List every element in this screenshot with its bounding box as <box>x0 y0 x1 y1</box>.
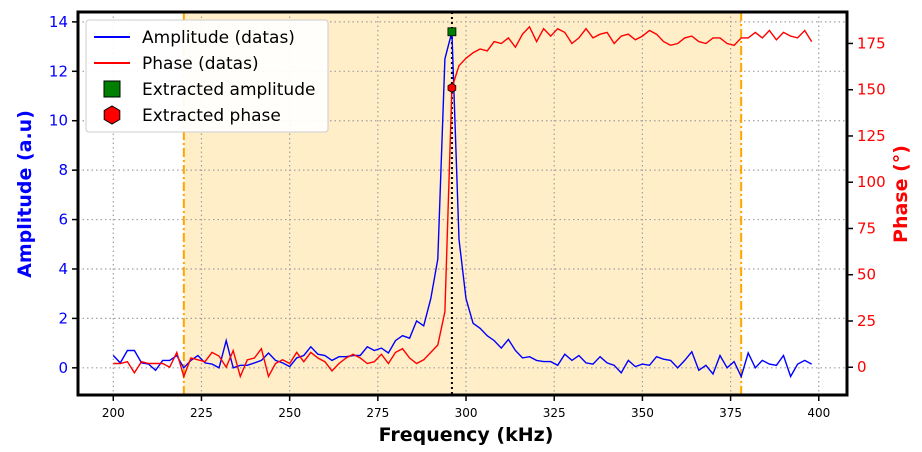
x-tick-label: 300 <box>455 406 478 420</box>
y-left-tick-label: 8 <box>58 161 68 179</box>
y-axis-left-label: Amplitude (a.u) <box>14 110 36 278</box>
amplitude-line <box>112 31 813 379</box>
y-left-tick-label: 4 <box>58 260 68 278</box>
plot-frame <box>76 10 849 397</box>
extracted-markers <box>447 27 457 93</box>
y-left-tick-label: 10 <box>49 112 68 130</box>
y-left-tick-label: 0 <box>58 359 68 377</box>
legend-swatch-square <box>103 80 121 98</box>
x-tick-label: 325 <box>543 406 566 420</box>
x-axis-label: Frequency (kHz) <box>379 424 554 446</box>
extracted-phase-marker <box>447 82 457 93</box>
y-right-tick-label: 75 <box>857 219 876 237</box>
x-tick-label: 375 <box>719 406 742 420</box>
legend-label: Extracted phase <box>142 106 281 126</box>
y-left-tick-label: 12 <box>49 62 68 80</box>
y-right-tick-label: 125 <box>857 127 886 145</box>
legend: Amplitude (datas) Phase (datas) Extracted … <box>85 19 329 133</box>
series-layer <box>112 25 813 379</box>
legend-box <box>85 19 329 133</box>
y-right-tick-label: 100 <box>857 173 886 191</box>
y-left-tick-label: 14 <box>49 13 68 31</box>
y-right-tick-label: 150 <box>857 81 886 99</box>
y-right-tick-label: 25 <box>857 312 876 330</box>
legend-swatch-hexagon <box>103 105 121 125</box>
y-left-tick-label: 2 <box>58 309 68 327</box>
tick-layer: 200 225 250 275 300 325 350 375 400 0 2 4 6 8 10 12 14 0 2… <box>49 13 886 420</box>
legend-label: Phase (datas) <box>142 54 259 74</box>
x-tick-label: 225 <box>190 406 213 420</box>
y-right-tick-label: 175 <box>857 34 886 52</box>
x-tick-label: 200 <box>102 406 125 420</box>
x-tick-label: 275 <box>366 406 389 420</box>
y-right-tick-label: 50 <box>857 266 876 284</box>
x-tick-label: 350 <box>631 406 654 420</box>
y-axis-right-label: Phase (°) <box>890 145 912 243</box>
legend-label: Extracted amplitude <box>142 80 315 100</box>
y-right-tick-label: 0 <box>857 358 867 376</box>
x-tick-label: 400 <box>807 406 830 420</box>
x-tick-label: 250 <box>278 406 301 420</box>
y-left-tick-label: 6 <box>58 211 68 229</box>
phase-line <box>113 25 813 379</box>
extracted-amplitude-marker <box>447 27 457 37</box>
legend-label: Amplitude (datas) <box>142 28 295 48</box>
